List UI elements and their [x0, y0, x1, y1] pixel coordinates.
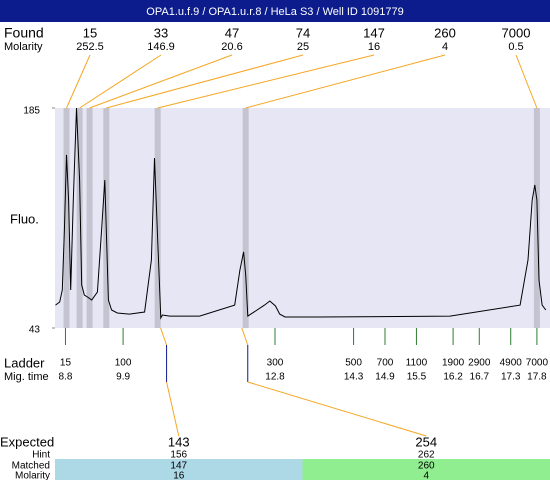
peak-leader — [245, 54, 446, 109]
ladder-time: 17.8 — [527, 372, 547, 383]
found-label: Found — [4, 25, 44, 41]
ladder-size: 700 — [377, 358, 394, 369]
ladder-time: 16.2 — [443, 372, 463, 383]
ladder-size: 300 — [267, 358, 284, 369]
found-molarity: 16 — [368, 41, 380, 53]
molarity-label: Molarity — [4, 41, 43, 53]
plot-area — [55, 108, 550, 328]
found-molarity: 25 — [297, 41, 309, 53]
ladder-time: 16.7 — [470, 372, 490, 383]
ladder-size: 500 — [345, 358, 362, 369]
peak-leader — [157, 54, 375, 109]
ladder-label: Ladder — [4, 355, 45, 370]
ladder-size: 1100 — [406, 358, 428, 369]
matched-bar — [302, 459, 550, 480]
ladder-time: 15.5 — [407, 372, 427, 383]
expected-value: 254 — [415, 434, 437, 449]
title-bar — [0, 0, 550, 22]
found-size: 260 — [434, 25, 456, 40]
found-molarity: 146.9 — [147, 41, 175, 53]
peak-leader — [515, 54, 538, 109]
ladder-time: 17.3 — [501, 372, 521, 383]
peak-leader — [79, 54, 162, 109]
hint-value: 156 — [170, 450, 187, 461]
ladder-time: 14.9 — [375, 372, 395, 383]
ladder-size: 4900 — [500, 358, 523, 369]
peak-band — [63, 108, 70, 328]
found-size: 147 — [363, 25, 385, 40]
mig-time-label: Mig. time — [4, 371, 49, 383]
expected-value: 143 — [168, 434, 190, 449]
expected-leader — [247, 381, 427, 437]
hint-label: Hint — [32, 450, 50, 461]
hint-value: 262 — [418, 450, 435, 461]
expected-link — [241, 327, 249, 346]
found-molarity: 252.5 — [76, 41, 104, 53]
ladder-time: 8.8 — [59, 372, 73, 383]
found-size: 15 — [83, 25, 97, 40]
y-axis-label: Fluo. — [10, 211, 39, 226]
ladder-size: 7000 — [526, 358, 549, 369]
expected-label: Expected — [0, 434, 54, 449]
expected-molarity: 4 — [423, 471, 429, 480]
matched-value: 260 — [418, 461, 435, 472]
ladder-size: 100 — [115, 358, 132, 369]
peak-band — [86, 108, 93, 328]
expected-link — [160, 327, 168, 346]
expected-molarity-label: Molarity — [15, 471, 50, 480]
peak-leader — [89, 54, 233, 109]
y-tick-label: 43 — [29, 325, 41, 336]
ladder-size: 2900 — [468, 358, 491, 369]
ladder-time: 14.3 — [344, 372, 364, 383]
ladder-size: 15 — [60, 358, 72, 369]
found-size: 47 — [225, 25, 239, 40]
matched-bar — [55, 459, 303, 480]
found-size: 7000 — [502, 25, 531, 40]
trace — [55, 107, 547, 320]
peak-band — [154, 108, 161, 328]
y-tick-label: 185 — [23, 106, 40, 117]
peak-band — [242, 108, 249, 328]
found-molarity: 0.5 — [508, 41, 523, 53]
peak-band — [76, 108, 83, 328]
matched-value: 147 — [170, 461, 187, 472]
ladder-time: 12.8 — [265, 372, 285, 383]
expected-molarity: 16 — [173, 471, 185, 480]
found-molarity: 4 — [442, 41, 448, 53]
ladder-time: 9.9 — [116, 372, 130, 383]
expected-leader — [166, 381, 180, 437]
ladder-size: 1900 — [442, 358, 465, 369]
peak-leader — [66, 54, 91, 109]
peak-leader — [106, 54, 304, 109]
chart-title: OPA1.u.f.9 / OPA1.u.r.8 / HeLa S3 / Well… — [146, 6, 403, 18]
matched-label: Matched — [12, 461, 50, 472]
found-size: 33 — [154, 25, 168, 40]
found-size: 74 — [296, 25, 310, 40]
found-molarity: 20.6 — [221, 41, 242, 53]
